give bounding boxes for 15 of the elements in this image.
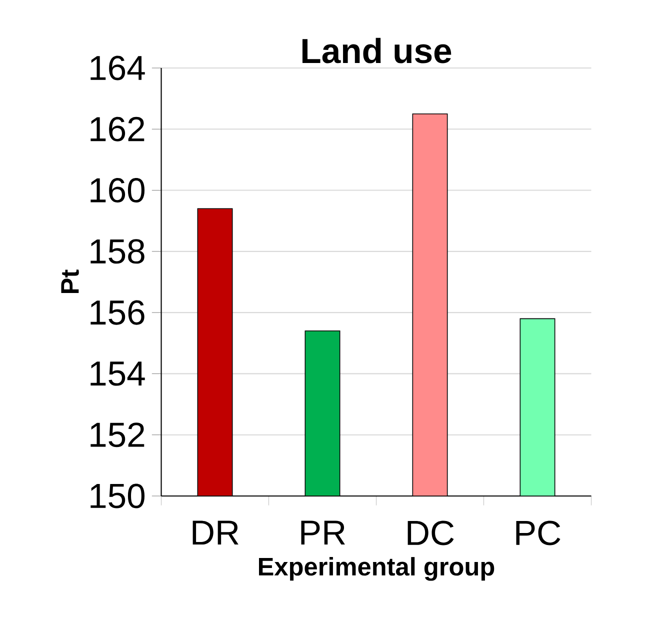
- y-axis-title: Pt: [61, 270, 79, 293]
- y-tick-label: 158: [90, 239, 144, 264]
- y-tick-label: 152: [90, 422, 144, 448]
- x-tick-label: DR: [192, 520, 238, 545]
- y-tick-label: 156: [90, 300, 144, 325]
- y-tick-label: 164: [90, 56, 145, 80]
- x-tick-label: PR: [301, 520, 345, 545]
- y-tick-label: 162: [90, 116, 144, 142]
- y-tick-label: 150: [90, 484, 145, 508]
- y-tick-label: 154: [90, 362, 145, 386]
- y-tick-label: 160: [90, 178, 145, 203]
- x-tick-label: PC: [516, 520, 560, 546]
- chart-title: Land use: [302, 38, 452, 64]
- x-axis-title: Experimental group: [258, 557, 494, 581]
- x-tick-label: DC: [408, 520, 454, 546]
